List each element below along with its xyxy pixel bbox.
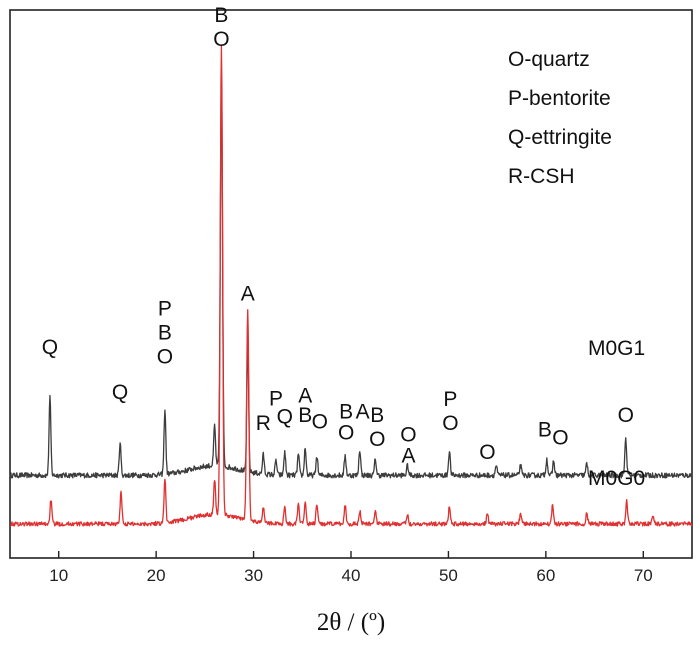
x-tick-label: 60	[536, 566, 555, 585]
peak-label: B	[339, 401, 353, 424]
x-tick-label: 70	[634, 566, 653, 585]
peak-label: A	[401, 444, 415, 467]
x-tick-label: 40	[342, 566, 361, 585]
x-tick-label: 10	[49, 566, 68, 585]
peak-label: O	[552, 427, 568, 450]
peak-label: P	[443, 388, 457, 411]
peak-label: Q	[42, 336, 58, 359]
peak-label: O	[400, 423, 416, 446]
peak-label: A	[298, 384, 312, 407]
peak-label: B	[538, 418, 552, 441]
peak-label: O	[618, 404, 634, 427]
series-label-m0g1: M0G1	[588, 337, 645, 360]
legend-entry-csh: R-CSH	[508, 165, 575, 188]
legend-entry-quartz: O-quartz	[508, 48, 590, 71]
series-label-m0g0: M0G0	[588, 467, 645, 490]
series-line-m0g0	[9, 45, 693, 527]
peak-label: O	[338, 422, 354, 445]
peak-label: A	[356, 401, 370, 424]
series-line-m0g1	[9, 74, 693, 479]
peak-label: R	[256, 412, 271, 435]
peak-label: B	[214, 4, 228, 27]
peak-label: O	[442, 412, 458, 435]
peak-label: O	[157, 346, 173, 369]
peak-label: B	[370, 404, 384, 427]
x-tick-label: 20	[147, 566, 166, 585]
x-axis-label: 2θ / (º)	[317, 609, 385, 636]
peak-label: B	[158, 322, 172, 345]
x-tick-label: 50	[439, 566, 458, 585]
peak-label: Q	[112, 381, 128, 404]
peak-label: O	[312, 410, 328, 433]
peak-label: O	[369, 428, 385, 451]
peak-label: P	[269, 388, 283, 411]
peak-label: B	[298, 404, 312, 427]
series-group	[9, 45, 693, 527]
legend: O-quartz P-bentorite Q-ettringite R-CSH	[508, 48, 612, 188]
peak-label: P	[158, 298, 172, 321]
legend-entry-ettringite: Q-ettringite	[508, 126, 612, 149]
x-ticks: 10 20 30 40 50 60 70	[49, 551, 653, 585]
legend-entry-bentorite: P-bentorite	[508, 87, 611, 110]
peak-label: O	[213, 28, 229, 51]
peak-label: A	[241, 282, 255, 305]
x-tick-label: 30	[244, 566, 263, 585]
peak-label: Q	[277, 405, 293, 428]
peak-label: O	[479, 441, 495, 464]
